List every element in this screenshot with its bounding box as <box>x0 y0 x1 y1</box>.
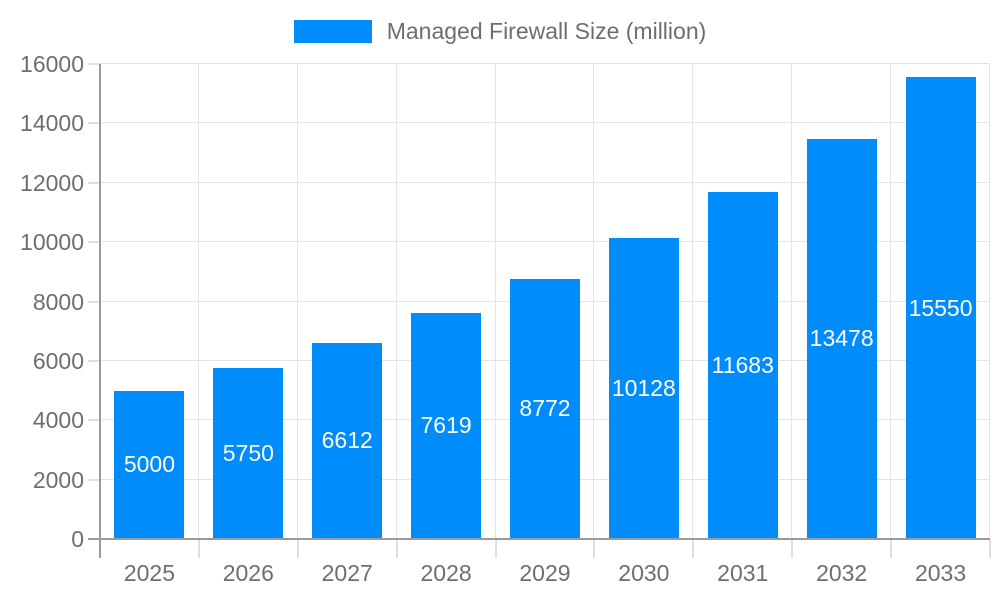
plot-area: 5000 5750 6612 7619 8772 10128 11683 13478 15550 <box>100 63 990 539</box>
x-axis-label: 2026 <box>222 560 274 586</box>
x-tick <box>395 539 398 558</box>
gridline-vertical <box>593 64 595 539</box>
y-tick <box>88 122 100 125</box>
y-tick <box>88 419 100 422</box>
gridline-vertical <box>791 64 793 539</box>
bar-value-label: 5000 <box>123 451 176 478</box>
x-tick <box>989 539 991 558</box>
y-axis-label: 6000 <box>32 347 84 374</box>
gridline-horizontal <box>100 63 990 64</box>
x-tick <box>593 539 596 558</box>
y-axis-line <box>99 64 101 558</box>
gridline-horizontal <box>100 181 990 183</box>
bar-2033: 15550 <box>905 77 976 539</box>
bar-value-label: 10128 <box>611 375 676 402</box>
x-axis-label: 2028 <box>420 560 472 586</box>
legend-swatch <box>293 20 372 43</box>
y-axis-label: 8000 <box>32 288 84 315</box>
y-axis-label: 0 <box>71 526 84 552</box>
bar-value-label: 13478 <box>809 325 874 352</box>
y-tick <box>88 478 100 481</box>
legend: Managed Firewall Size (million) <box>0 18 1000 45</box>
x-tick <box>197 539 200 558</box>
x-axis-label: 2032 <box>816 560 868 586</box>
bar-value-label: 6612 <box>321 427 373 454</box>
y-tick <box>88 63 100 65</box>
gridline-vertical <box>494 64 496 539</box>
x-tick <box>494 539 497 558</box>
bar-value-label: 8772 <box>519 395 571 422</box>
y-axis-label: 14000 <box>20 110 84 137</box>
y-tick <box>88 300 100 303</box>
x-axis-line <box>88 538 990 540</box>
x-axis-label: 2027 <box>321 560 373 586</box>
y-axis-label: 16000 <box>20 51 84 77</box>
x-tick <box>890 539 893 558</box>
x-axis-label: 2025 <box>123 560 176 586</box>
gridline-vertical <box>692 64 694 539</box>
bar-2032: 13478 <box>806 138 877 539</box>
x-axis-label: 2033 <box>914 560 967 586</box>
bar-value-label: 11683 <box>711 352 774 379</box>
y-axis-label: 12000 <box>20 169 84 196</box>
bar-value-label: 15550 <box>908 294 973 321</box>
bar-value-label: 5750 <box>222 440 274 467</box>
y-tick <box>88 181 100 184</box>
x-axis-label: 2030 <box>618 560 670 586</box>
x-axis-label: 2029 <box>519 560 571 586</box>
gridline-vertical <box>890 64 892 539</box>
bar-2028: 7619 <box>411 312 482 539</box>
bar-2027: 6612 <box>312 342 383 539</box>
x-tick <box>296 539 299 558</box>
gridline-vertical <box>296 64 298 539</box>
y-tick <box>88 359 100 362</box>
bar-2026: 5750 <box>213 368 284 539</box>
gridline-vertical <box>197 64 199 539</box>
x-tick <box>791 539 794 558</box>
bar-2030: 10128 <box>608 238 679 539</box>
y-axis-label: 10000 <box>20 229 84 256</box>
gridline-horizontal <box>100 122 990 124</box>
legend-label: Managed Firewall Size (million) <box>386 18 707 44</box>
gridline-vertical <box>395 64 397 539</box>
bar-2031: 11683 <box>707 192 778 539</box>
y-axis-label: 4000 <box>32 407 84 434</box>
bar-2025: 5000 <box>114 390 185 539</box>
x-tick <box>692 539 695 558</box>
x-axis-label: 2031 <box>717 560 769 586</box>
y-axis-label: 2000 <box>32 466 84 493</box>
gridline-horizontal <box>100 241 990 243</box>
bar-value-label: 7619 <box>420 412 472 439</box>
y-tick <box>88 241 100 244</box>
gridline-vertical <box>989 64 990 539</box>
bar-2029: 8772 <box>510 278 580 539</box>
